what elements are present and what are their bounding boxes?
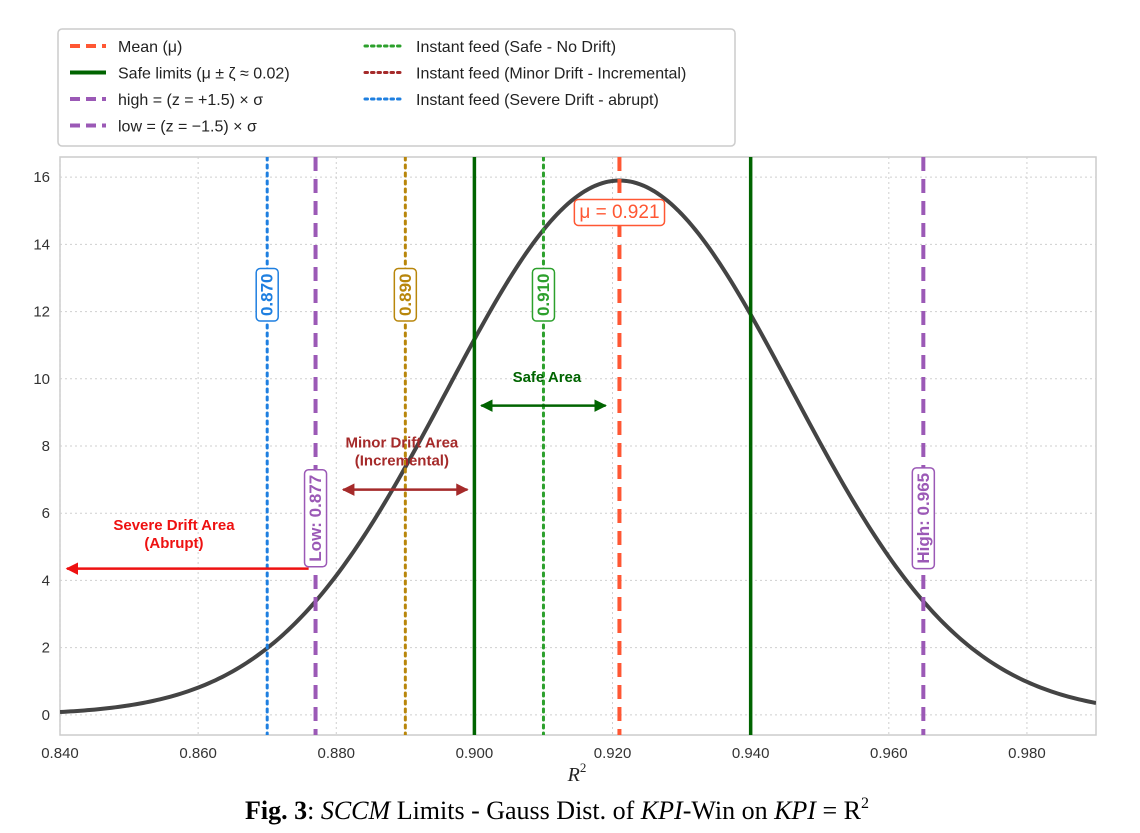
- x-tick-label: 0.900: [456, 745, 494, 762]
- figure-caption: Fig. 3: SCCM Limits - Gauss Dist. of KPI…: [245, 795, 869, 825]
- y-tick-label: 8: [42, 438, 50, 455]
- label-text-low: Low: 0.877: [306, 475, 325, 562]
- x-axis-label: R2: [567, 760, 587, 786]
- x-tick-label: 0.880: [317, 745, 355, 762]
- vertical-lines: [265, 157, 926, 735]
- label-text-feed-severe: 0.870: [258, 274, 277, 317]
- area-label-safe: Safe Area: [513, 369, 582, 386]
- legend-label: Safe limits (μ ± ζ ≈ 0.02): [118, 66, 290, 83]
- y-tick-label: 2: [42, 640, 50, 657]
- legend-label: Mean (μ): [118, 39, 182, 56]
- label-mean: μ = 0.921: [573, 198, 666, 227]
- caption-fig: Fig. 3: [245, 796, 307, 825]
- legend: Mean (μ) Safe limits (μ ± ζ ≈ 0.02) high =…: [57, 28, 736, 147]
- y-tick-label: 10: [33, 371, 50, 388]
- x-tick-label: 0.940: [732, 745, 770, 762]
- y-tick-label: 0: [42, 707, 50, 724]
- x-tick-label: 0.980: [1008, 745, 1046, 762]
- y-tick-label: 12: [33, 304, 50, 321]
- label-high: High: 0.965: [911, 467, 936, 570]
- label-feed-minor: 0.890: [393, 267, 418, 322]
- legend-label: Instant feed (Safe - No Drift): [416, 39, 616, 56]
- legend-label: Instant feed (Minor Drift - Incremental): [416, 66, 686, 83]
- legend-frame: [57, 28, 736, 147]
- label-feed-safe: 0.910: [531, 267, 556, 322]
- y-tick-label: 14: [33, 236, 50, 253]
- legend-label: low = (z = −1.5) × σ: [118, 119, 257, 136]
- x-axis-ticks: 0.840 0.860 0.880 0.900 0.920 0.940 0.960 0.980: [41, 745, 1045, 762]
- legend-label: Instant feed (Severe Drift - abrupt): [416, 92, 659, 109]
- y-axis-ticks: 0 2 4 6 8 10 12 14 16: [33, 169, 50, 724]
- label-text-high: High: 0.965: [914, 473, 933, 564]
- area-annotations: Safe Area Minor Drift Area (Incremental) Se…: [65, 369, 607, 575]
- y-tick-label: 6: [42, 505, 50, 522]
- label-text-feed-minor: 0.890: [396, 274, 415, 317]
- label-low: Low: 0.877: [303, 469, 328, 568]
- label-text-feed-safe: 0.910: [534, 274, 553, 317]
- y-tick-label: 4: [42, 572, 50, 589]
- y-tick-label: 16: [33, 169, 50, 186]
- x-tick-label: 0.840: [41, 745, 79, 762]
- line-labels: μ = 0.921 0.870 0.890 0.910 Low: 0.877 High: …: [255, 198, 936, 570]
- x-tick-label: 0.960: [870, 745, 908, 762]
- label-text-mean: μ = 0.921: [579, 202, 659, 223]
- label-feed-severe: 0.870: [255, 267, 279, 322]
- area-label-minor: Minor Drift Area (Incremental): [345, 435, 458, 470]
- x-tick-label: 0.920: [594, 745, 632, 762]
- x-tick-label: 0.860: [179, 745, 217, 762]
- legend-label: high = (z = +1.5) × σ: [118, 92, 263, 109]
- area-label-severe: Severe Drift Area (Abrupt): [113, 517, 235, 552]
